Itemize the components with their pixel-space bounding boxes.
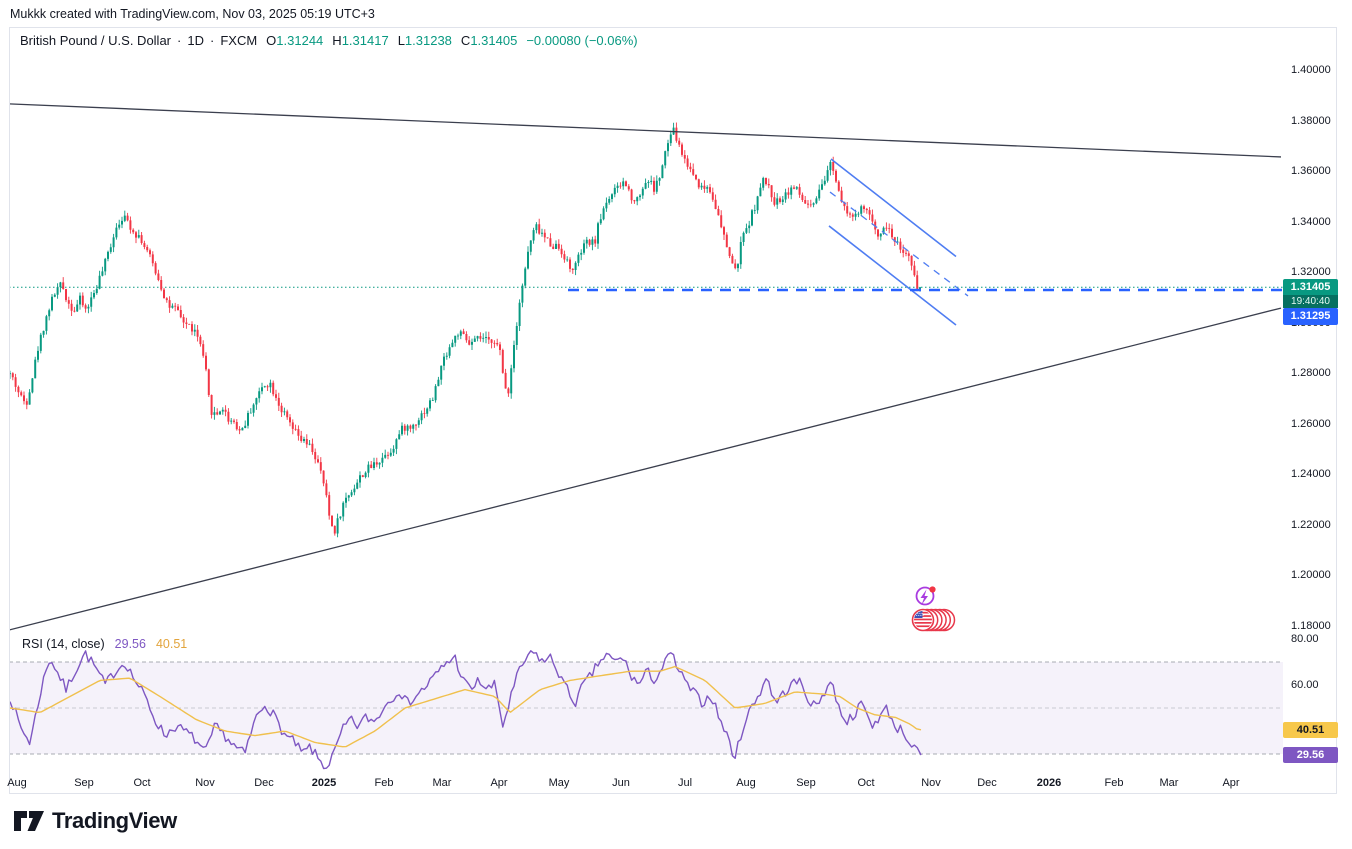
tradingview-logo-text: TradingView xyxy=(52,808,177,833)
price-axis[interactable]: 1.400001.380001.360001.340001.320001.300… xyxy=(1284,0,1338,849)
descending-trendline[interactable] xyxy=(9,103,1282,158)
symbol-title[interactable]: British Pound / U.S. Dollar xyxy=(20,33,172,48)
price-axis-label: 1.34000 xyxy=(1291,215,1331,228)
time-axis-label[interactable]: Mar xyxy=(432,777,452,789)
price-axis-label: 1.26000 xyxy=(1291,417,1331,430)
time-axis-label[interactable]: Sep xyxy=(796,777,816,789)
tradingview-logo[interactable]: TradingView xyxy=(14,808,177,834)
time-axis-label[interactable]: Nov xyxy=(921,777,941,789)
bar-countdown: 19:40:40 xyxy=(1283,295,1338,309)
low-label: L xyxy=(397,33,405,48)
rsi-band xyxy=(9,662,1283,754)
time-axis-label[interactable]: Oct xyxy=(857,777,875,789)
time-axis-label[interactable]: 2026 xyxy=(1036,777,1062,789)
high-value: 1.31417 xyxy=(341,33,389,48)
channel-lower-line[interactable] xyxy=(828,225,957,326)
time-axis-label[interactable]: Dec xyxy=(254,777,274,789)
rsi-line-main xyxy=(9,650,922,770)
time-axis-label[interactable]: Jul xyxy=(677,777,693,789)
time-axis[interactable]: Aug Sep Oct Nov Dec 2025 Feb Mar Apr May Jun Jul Aug… xyxy=(7,772,1284,794)
channel-upper-line[interactable] xyxy=(830,158,957,258)
legend-separator: · xyxy=(177,33,182,48)
channel-median-line[interactable] xyxy=(829,191,969,297)
candle-bodies-down xyxy=(11,127,919,534)
rsi-line-ma xyxy=(9,665,922,748)
flash-event-icon[interactable] xyxy=(915,586,936,606)
tradingview-logo-mark xyxy=(14,811,44,831)
time-axis-label[interactable]: May xyxy=(548,777,570,789)
time-axis-label[interactable]: 2025 xyxy=(311,777,337,789)
price-axis-label: 1.20000 xyxy=(1291,569,1331,582)
low-value: 1.31238 xyxy=(404,33,452,48)
us-flag-event-stack[interactable] xyxy=(911,608,956,632)
rsi-ma-badge: 40.51 xyxy=(1283,721,1338,738)
open-label: O xyxy=(266,33,277,48)
symbol-legend[interactable]: British Pound / U.S. Dollar · 1D · FXCM O1.31… xyxy=(20,33,638,48)
price-axis-label: 1.18000 xyxy=(1291,620,1331,632)
time-axis-label[interactable]: Dec xyxy=(977,777,997,789)
drawing-price-badge: 1.31295 xyxy=(1283,308,1338,326)
chart-layers xyxy=(9,103,1283,770)
time-axis-label[interactable]: Nov xyxy=(195,777,215,789)
ascending-trendline[interactable] xyxy=(9,307,1282,631)
time-axis-label[interactable]: Apr xyxy=(490,777,508,789)
price-axis-label: 1.38000 xyxy=(1291,114,1331,127)
price-axis-label: 1.36000 xyxy=(1291,165,1331,178)
rsi-axis-label: 80.00 xyxy=(1291,633,1319,645)
candle-wicks-up xyxy=(9,122,921,538)
price-axis-label: 1.24000 xyxy=(1291,468,1331,481)
current-price-value: 1.31405 xyxy=(1290,281,1331,294)
exchange-label: FXCM xyxy=(220,33,258,48)
rsi-title[interactable]: RSI (14, close) xyxy=(22,637,105,651)
close-value: 1.31405 xyxy=(470,33,518,48)
high-label: H xyxy=(332,33,342,48)
rsi-axis[interactable]: 80.00 60.00 xyxy=(1284,0,1338,849)
price-axis-label: 1.32000 xyxy=(1291,266,1331,279)
price-axis-label: 1.28000 xyxy=(1291,367,1331,380)
rsi-axis-label: 60.00 xyxy=(1291,679,1319,691)
close-label: C xyxy=(460,33,471,48)
time-axis-label[interactable]: Sep xyxy=(74,777,94,789)
open-value: 1.31244 xyxy=(276,33,324,48)
rsi-ma-value: 40.51 xyxy=(155,637,188,651)
time-axis-label[interactable]: Feb xyxy=(374,777,394,789)
current-price-badge: 1.31405 19:40:40 xyxy=(1283,279,1338,309)
rsi-legend[interactable]: RSI (14, close) 29.56 40.51 xyxy=(22,637,187,651)
price-axis-label: 1.40000 xyxy=(1291,64,1331,76)
change-value: −0.00080 (−0.06%) xyxy=(526,33,638,48)
candle-wicks-down xyxy=(12,122,918,536)
time-axis-label[interactable]: Aug xyxy=(7,777,27,789)
time-axis-label[interactable]: Aug xyxy=(736,777,756,789)
legend-separator: · xyxy=(209,33,215,48)
time-axis-label[interactable]: Mar xyxy=(1159,777,1179,789)
rsi-badge: 29.56 xyxy=(1283,747,1338,763)
candle-bodies-up xyxy=(9,127,921,534)
time-axis-label[interactable]: Feb xyxy=(1104,777,1124,789)
time-axis-label[interactable]: Oct xyxy=(133,777,151,789)
time-axis-label[interactable]: Jun xyxy=(612,777,630,789)
interval-label[interactable]: 1D xyxy=(187,33,204,48)
price-axis-label: 1.22000 xyxy=(1291,518,1331,531)
rsi-value: 29.56 xyxy=(114,637,146,651)
attribution-text: Mukkk created with TradingView.com, Nov … xyxy=(10,7,375,21)
time-axis-label[interactable]: Apr xyxy=(1222,777,1240,789)
